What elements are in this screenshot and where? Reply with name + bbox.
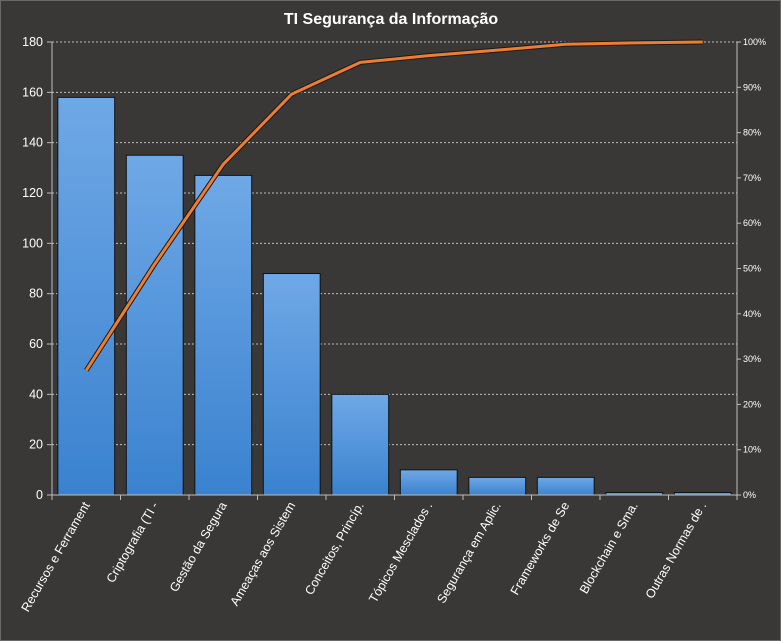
y-tick-label: 80: [29, 287, 43, 301]
x-tick-label: Tópicos Mesclados .: [366, 500, 435, 606]
chart-title: TI Segurança da Informação: [284, 11, 499, 28]
x-tick-label: Blockchain e Sma.: [577, 500, 641, 597]
x-tick-label: Recursos e Ferrament: [19, 499, 94, 614]
axes: [47, 41, 741, 500]
bar: [399, 469, 458, 496]
bar: [262, 273, 321, 496]
x-tick-label: Criptografia (TI -: [104, 500, 162, 586]
x-tick-label: Gestão da Segura: [167, 499, 230, 594]
x-axis-ticks: Recursos e Ferrament Criptografia (TI - Ge…: [19, 499, 710, 614]
bar-series: [57, 96, 732, 496]
bar: [536, 476, 595, 496]
y-tick-label: 60: [29, 337, 43, 351]
y-tick-label: 180: [22, 35, 43, 49]
bar: [331, 393, 390, 496]
y-tick-label: 0: [36, 488, 43, 502]
y2-tick-label: 90%: [743, 82, 761, 92]
secondary-y-axis-ticks: 0% 10% 20% 30% 40% 50% 60% 70% 80% 90% 100%: [743, 37, 766, 500]
y-tick-label: 120: [22, 186, 43, 200]
y2-tick-label: 10%: [743, 445, 761, 455]
y2-tick-label: 40%: [743, 309, 761, 319]
y-tick-label: 20: [29, 438, 43, 452]
y2-tick-label: 80%: [743, 128, 761, 138]
cumulative-line: [84, 40, 703, 372]
y-tick-label: 160: [22, 85, 43, 99]
y-tick-label: 100: [22, 236, 43, 250]
y2-tick-label: 100%: [743, 37, 766, 47]
x-tick-label: Frameworks de Se: [508, 499, 573, 597]
y2-tick-label: 30%: [743, 354, 761, 364]
bar: [57, 96, 116, 496]
y2-tick-label: 60%: [743, 218, 761, 228]
x-tick-label: Outras Normas de .: [643, 500, 710, 601]
bar: [194, 174, 253, 496]
y2-tick-label: 70%: [743, 173, 761, 183]
primary-y-axis-ticks: 0 20 40 60 80 100 120 140 160 180: [22, 35, 43, 502]
y2-tick-label: 0%: [743, 490, 756, 500]
bar: [468, 476, 527, 496]
x-tick-label: Ameaças aos Sistem: [228, 500, 299, 609]
bar: [125, 154, 184, 496]
x-tick-label: Segurança em Aplic.: [434, 500, 503, 606]
y2-tick-label: 50%: [743, 264, 761, 274]
cumulative-line-series: [84, 39, 703, 372]
y-tick-label: 140: [22, 136, 43, 150]
y2-tick-label: 20%: [743, 399, 761, 409]
y-tick-label: 40: [29, 387, 43, 401]
x-tick-label: Conceitos, Princíp.: [302, 500, 367, 598]
